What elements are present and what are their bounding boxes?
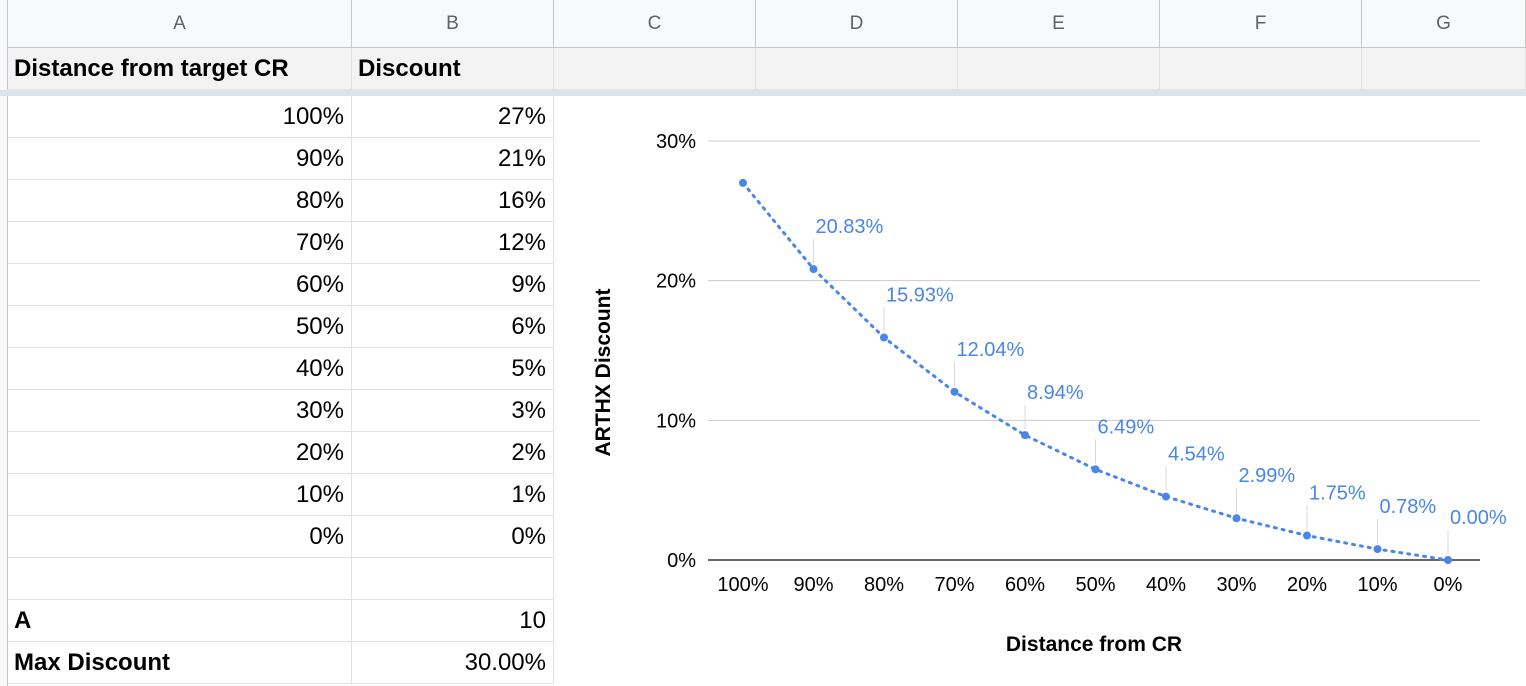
x-tick-label: 0%: [1434, 574, 1463, 596]
y-tick-label: 10%: [656, 410, 696, 432]
header-cell-text: Discount: [358, 54, 461, 82]
table-cell-discount[interactable]: 1%: [352, 474, 554, 516]
data-point: [1444, 556, 1452, 564]
table-cell-distance[interactable]: 0%: [8, 516, 352, 558]
column-header-d[interactable]: D: [756, 0, 958, 48]
data-point: [739, 178, 747, 187]
x-axis-title: Distance from CR: [1006, 633, 1182, 656]
column-header-label: F: [1254, 12, 1267, 34]
table-cell-distance[interactable]: 60%: [8, 264, 352, 306]
x-tick-label: 40%: [1146, 574, 1186, 596]
header-cell-text: Distance from target CR: [14, 54, 289, 82]
column-header-e[interactable]: E: [958, 0, 1160, 48]
column-header-label: D: [849, 12, 864, 34]
x-tick-label: 30%: [1216, 574, 1256, 596]
header-cell-empty[interactable]: [1362, 48, 1526, 90]
data-point: [1021, 431, 1029, 440]
column-header-label: B: [446, 12, 459, 34]
header-cell-distance[interactable]: Distance from target CR: [8, 48, 352, 90]
x-tick-label: 20%: [1287, 574, 1327, 596]
data-label: 4.54%: [1168, 444, 1225, 466]
data-point: [1232, 514, 1241, 523]
series-line: [741, 181, 1450, 562]
param-value-cell[interactable]: 10: [352, 600, 554, 642]
data-label: 12.04%: [957, 339, 1025, 361]
param-label-cell[interactable]: A: [8, 600, 352, 642]
header-cell-empty[interactable]: [958, 48, 1160, 90]
table-cell-discount[interactable]: 0%: [352, 516, 554, 558]
discount-chart[interactable]: 0% 10% 20% 30% 100% 90% 80% 70% 60% 50% 40% 30% 20% 1…: [554, 96, 1526, 686]
table-cell-distance[interactable]: 30%: [8, 390, 352, 432]
data-label: 1.75%: [1309, 483, 1366, 505]
y-axis-title: ARTHX Discount: [592, 288, 615, 456]
table-cell-discount[interactable]: 27%: [352, 96, 554, 138]
y-tick-label: 30%: [656, 131, 696, 153]
x-tick-label: 90%: [793, 574, 833, 596]
column-header-b[interactable]: B: [352, 0, 554, 48]
x-tick-label: 70%: [934, 574, 974, 596]
data-point: [1162, 492, 1170, 501]
column-header-g[interactable]: G: [1362, 0, 1526, 48]
table-cell-discount[interactable]: 16%: [352, 180, 554, 222]
data-point: [950, 387, 959, 396]
x-tick-label: 100%: [717, 574, 768, 596]
x-tick-label: 80%: [864, 574, 904, 596]
x-tick-label: 10%: [1357, 574, 1397, 596]
table-cell-distance[interactable]: 90%: [8, 138, 352, 180]
data-point: [1303, 531, 1311, 540]
column-header-label: G: [1436, 12, 1451, 34]
table-cell-distance[interactable]: 10%: [8, 474, 352, 516]
table-cell-distance[interactable]: 70%: [8, 222, 352, 264]
column-header-label: A: [173, 12, 186, 34]
data-point: [1373, 545, 1382, 554]
freeze-divider[interactable]: [0, 90, 1526, 96]
data-label: 0.00%: [1450, 507, 1507, 529]
data-label: 2.99%: [1239, 465, 1296, 487]
column-header-label: C: [647, 12, 662, 34]
param-value-cell[interactable]: 30.00%: [352, 642, 554, 684]
column-header-c[interactable]: C: [554, 0, 756, 48]
table-cell-distance[interactable]: 100%: [8, 96, 352, 138]
data-point: [809, 265, 818, 274]
y-tick-label: 20%: [656, 271, 696, 293]
column-header-label: E: [1052, 12, 1065, 34]
table-cell-distance[interactable]: 40%: [8, 348, 352, 390]
data-label: 8.94%: [1027, 382, 1084, 404]
x-tick-label: 60%: [1005, 574, 1045, 596]
data-point: [1091, 465, 1100, 474]
column-header-f[interactable]: F: [1160, 0, 1362, 48]
y-tick-label: 0%: [667, 550, 696, 572]
header-cell-empty[interactable]: [554, 48, 756, 90]
table-cell-empty[interactable]: [352, 558, 554, 600]
header-cell-empty[interactable]: [1160, 48, 1362, 90]
table-cell-discount[interactable]: 9%: [352, 264, 554, 306]
x-tick-label: 50%: [1075, 574, 1115, 596]
data-label: 0.78%: [1380, 496, 1437, 518]
table-cell-empty[interactable]: [8, 558, 352, 600]
row-header-strip: [0, 0, 8, 686]
header-cell-discount[interactable]: Discount: [352, 48, 554, 90]
table-cell-distance[interactable]: 20%: [8, 432, 352, 474]
chart-canvas: 0% 10% 20% 30% 100% 90% 80% 70% 60% 50% 40% 30% 20% 1…: [592, 131, 1507, 656]
column-header-a[interactable]: A: [8, 0, 352, 48]
table-cell-discount[interactable]: 21%: [352, 138, 554, 180]
data-point: [880, 333, 888, 342]
table-cell-discount[interactable]: 12%: [352, 222, 554, 264]
data-label: 6.49%: [1098, 416, 1155, 438]
table-cell-discount[interactable]: 6%: [352, 306, 554, 348]
table-cell-discount[interactable]: 5%: [352, 348, 554, 390]
data-label: 15.93%: [886, 285, 954, 307]
table-cell-discount[interactable]: 2%: [352, 432, 554, 474]
param-label-cell[interactable]: Max Discount: [8, 642, 352, 684]
table-cell-distance[interactable]: 50%: [8, 306, 352, 348]
data-label: 20.83%: [816, 216, 884, 238]
table-cell-discount[interactable]: 3%: [352, 390, 554, 432]
table-cell-distance[interactable]: 80%: [8, 180, 352, 222]
header-cell-empty[interactable]: [756, 48, 958, 90]
